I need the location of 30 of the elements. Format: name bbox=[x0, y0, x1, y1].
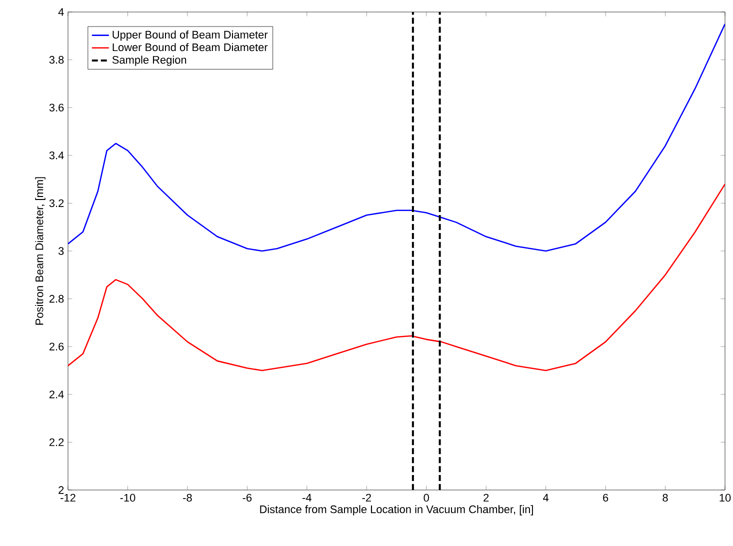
x-tick-label: -2 bbox=[362, 494, 371, 502]
x-tick-label: -6 bbox=[242, 494, 252, 502]
x-tick-label: 4 bbox=[543, 494, 549, 502]
y-tick-label: 4 bbox=[58, 8, 64, 16]
x-tick-label: 0 bbox=[424, 494, 429, 502]
y-tick-label: 2.6 bbox=[49, 342, 64, 350]
x-tick-label: 6 bbox=[603, 494, 608, 502]
legend-label: Upper Bound of Beam Diameter bbox=[112, 30, 268, 41]
y-tick-label: 2.8 bbox=[49, 294, 64, 303]
legend-label: Sample Region bbox=[112, 56, 186, 66]
y-tick-label: 3.4 bbox=[49, 152, 64, 160]
y-tick-label: 3.6 bbox=[49, 104, 64, 112]
x-tick-label: 10 bbox=[720, 494, 731, 502]
line-series bbox=[68, 23, 726, 252]
legend-label: Lower Bound of Beam Diameter bbox=[112, 43, 268, 52]
x-tick-label: -10 bbox=[120, 494, 136, 502]
y-tick-label: 2.2 bbox=[49, 438, 64, 446]
x-tick-label: -8 bbox=[183, 494, 192, 502]
y-tick-label: 2.4 bbox=[49, 390, 64, 398]
y-tick-label: 3.2 bbox=[49, 199, 64, 208]
x-tick-label: -12 bbox=[60, 494, 76, 502]
y-tick-label: 2 bbox=[58, 486, 64, 494]
y-axis-title: Positron Beam Diameter, [mm] bbox=[35, 177, 46, 325]
line-series bbox=[68, 183, 726, 372]
x-axis-title: Distance from Sample Location in Vacuum Chamber, [in] bbox=[260, 505, 533, 516]
x-tick-label: 8 bbox=[662, 494, 668, 502]
y-tick-label: 3.8 bbox=[49, 56, 64, 64]
x-tick-label: 2 bbox=[484, 494, 489, 502]
x-tick-label: -4 bbox=[302, 494, 312, 502]
y-tick-label: 3 bbox=[58, 247, 64, 255]
